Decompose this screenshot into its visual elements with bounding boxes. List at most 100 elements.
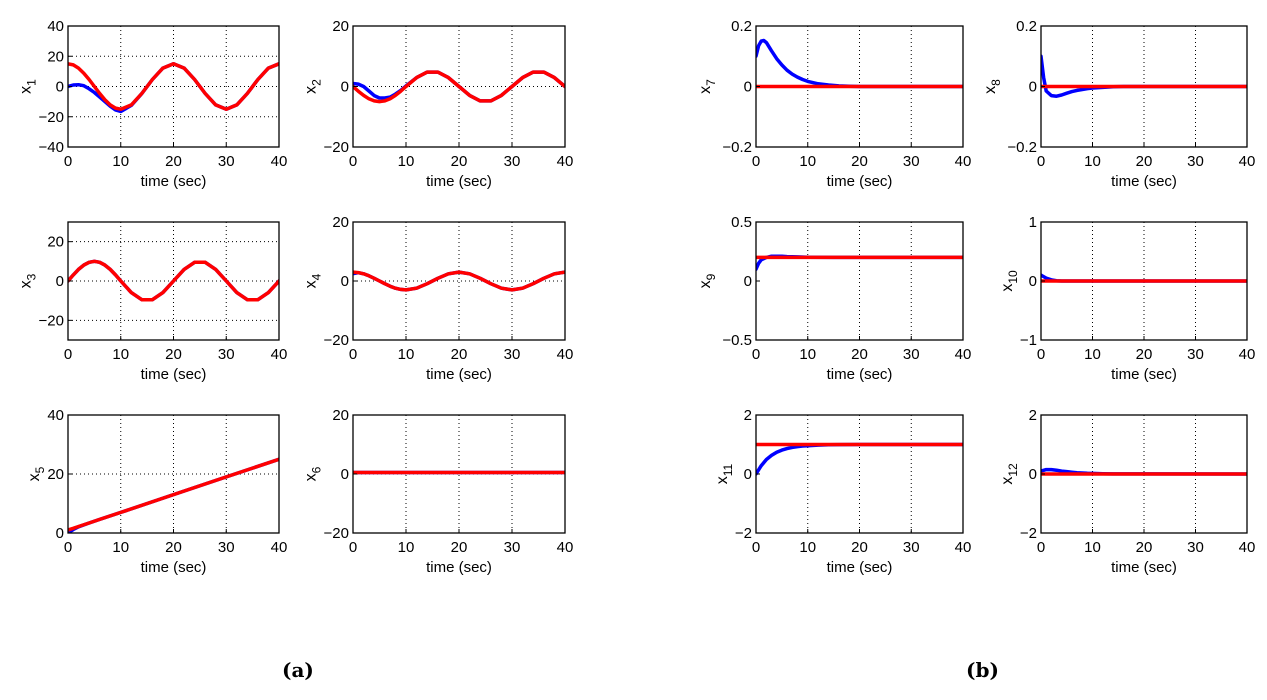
y-tick-label: 40 <box>47 407 64 424</box>
x-tick-label: 40 <box>557 346 574 363</box>
y-tick-label: 0 <box>744 79 752 96</box>
x-tick-label: 20 <box>165 346 182 363</box>
x-tick-label: 30 <box>504 153 521 170</box>
x-axis-label: time (sec) <box>1111 366 1177 383</box>
y-tick-label: −20 <box>324 332 349 349</box>
y-tick-label: 0.5 <box>731 214 752 231</box>
x-tick-label: 20 <box>165 153 182 170</box>
x-axis-label: time (sec) <box>141 173 207 190</box>
x-tick-label: 0 <box>752 346 760 363</box>
plot-area <box>756 222 963 340</box>
y-tick-label: −2 <box>1020 525 1037 542</box>
plot-area <box>756 415 963 533</box>
y-tick-label: 20 <box>332 18 349 35</box>
x-tick-label: 10 <box>112 346 129 363</box>
x-tick-label: 20 <box>851 539 868 556</box>
x-tick-label: 20 <box>851 153 868 170</box>
y-axis-label: x10 <box>999 270 1020 292</box>
plot-area <box>68 415 279 533</box>
y-tick-label: 20 <box>47 466 64 483</box>
x-axis-label: time (sec) <box>1111 173 1177 190</box>
y-tick-label: 0 <box>744 466 752 483</box>
x-tick-label: 20 <box>165 539 182 556</box>
x-tick-label: 10 <box>799 153 816 170</box>
x-tick-label: 30 <box>1187 539 1204 556</box>
x-tick-label: 40 <box>557 539 574 556</box>
series-reference <box>68 259 279 302</box>
x-tick-label: 40 <box>1239 539 1256 556</box>
x-tick-label: 0 <box>752 153 760 170</box>
y-tick-label: 20 <box>332 407 349 424</box>
x-tick-label: 40 <box>955 346 972 363</box>
x-tick-label: 10 <box>398 539 415 556</box>
x-tick-label: 10 <box>1084 346 1101 363</box>
y-axis-label: x9 <box>697 273 718 288</box>
y-tick-label: −40 <box>39 139 64 156</box>
y-tick-label: 0.2 <box>731 18 752 35</box>
x-tick-label: 40 <box>1239 346 1256 363</box>
x-tick-label: 0 <box>349 153 357 170</box>
x-axis-label: time (sec) <box>1111 559 1177 576</box>
y-tick-label: −0.2 <box>722 139 752 156</box>
y-tick-label: 0 <box>341 79 349 96</box>
x-tick-label: 10 <box>398 153 415 170</box>
x-tick-label: 30 <box>218 346 235 363</box>
x-tick-label: 30 <box>903 153 920 170</box>
x-tick-label: 40 <box>271 153 288 170</box>
x-tick-label: 10 <box>799 346 816 363</box>
x-axis-label: time (sec) <box>426 173 492 190</box>
x-tick-label: 30 <box>1187 346 1204 363</box>
y-axis-label: x4 <box>303 273 324 288</box>
caption-a: (a) <box>282 658 314 682</box>
x-tick-label: 30 <box>903 539 920 556</box>
x-tick-label: 40 <box>1239 153 1256 170</box>
y-tick-label: 0.2 <box>1016 18 1037 35</box>
y-tick-label: −20 <box>324 525 349 542</box>
x-tick-label: 10 <box>1084 153 1101 170</box>
x-tick-label: 20 <box>851 346 868 363</box>
x-tick-label: 0 <box>1037 539 1045 556</box>
y-tick-label: 0 <box>341 273 349 290</box>
x-tick-label: 30 <box>903 346 920 363</box>
y-tick-label: 20 <box>47 234 64 251</box>
y-tick-label: 0 <box>341 466 349 483</box>
y-tick-label: −1 <box>1020 332 1037 349</box>
x-axis-label: time (sec) <box>827 366 893 383</box>
y-axis-label: x11 <box>714 463 735 484</box>
y-tick-label: 20 <box>47 48 64 65</box>
y-tick-label: 0 <box>1029 273 1037 290</box>
x-tick-label: 20 <box>451 153 468 170</box>
x-tick-label: 20 <box>1136 346 1153 363</box>
x-axis-label: time (sec) <box>827 559 893 576</box>
y-tick-label: −0.5 <box>722 332 752 349</box>
x-tick-label: 30 <box>504 539 521 556</box>
y-tick-label: −2 <box>735 525 752 542</box>
y-axis-label: x12 <box>999 463 1020 485</box>
x-tick-label: 10 <box>112 153 129 170</box>
x-tick-label: 10 <box>112 539 129 556</box>
y-axis-label: x3 <box>18 273 39 288</box>
y-tick-label: 1 <box>1029 214 1037 231</box>
y-tick-label: 0 <box>1029 466 1037 483</box>
x-tick-label: 30 <box>1187 153 1204 170</box>
y-tick-label: −20 <box>39 109 64 126</box>
x-tick-label: 40 <box>955 539 972 556</box>
x-tick-label: 0 <box>349 346 357 363</box>
y-tick-label: 0 <box>744 273 752 290</box>
x-tick-label: 10 <box>799 539 816 556</box>
caption-b: (b) <box>966 658 999 682</box>
x-tick-label: 30 <box>218 539 235 556</box>
x-axis-label: time (sec) <box>426 366 492 383</box>
x-tick-label: 40 <box>271 539 288 556</box>
y-tick-label: 0 <box>56 525 64 542</box>
x-tick-label: 0 <box>64 346 72 363</box>
x-tick-label: 40 <box>955 153 972 170</box>
